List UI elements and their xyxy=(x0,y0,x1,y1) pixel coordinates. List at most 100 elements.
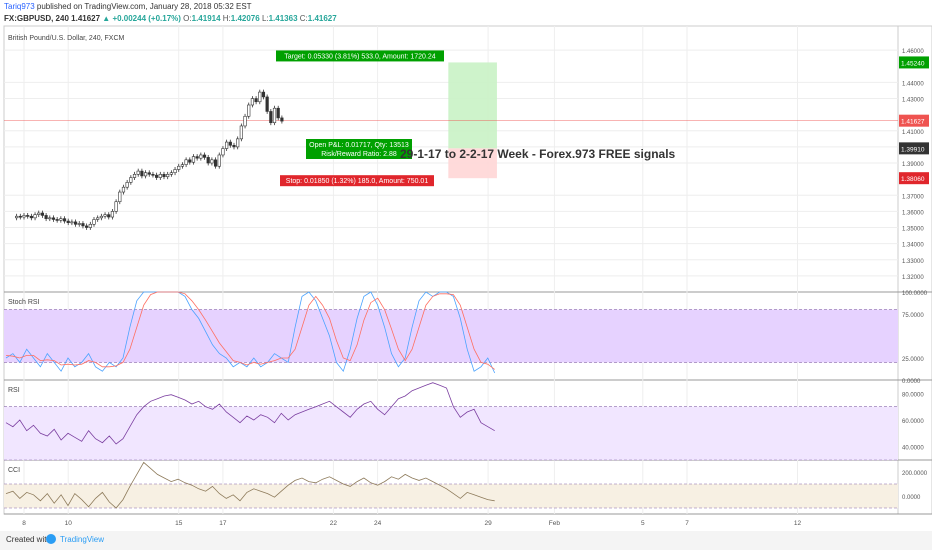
rsi-line xyxy=(5,382,495,445)
candle-body xyxy=(239,125,243,140)
candle-body xyxy=(118,191,122,203)
candle-body xyxy=(199,154,203,159)
candle-body xyxy=(184,159,188,165)
close-label: C: xyxy=(299,14,308,23)
date-tick-label: Feb xyxy=(549,520,561,527)
candle-body xyxy=(55,219,59,221)
publish-info: Tariq973 published on TradingView.com, J… xyxy=(4,2,252,11)
candle-body xyxy=(177,165,181,170)
author-link[interactable]: Tariq973 xyxy=(4,2,35,11)
candle-body xyxy=(51,217,56,220)
rsi-band xyxy=(4,406,898,460)
candle-body xyxy=(15,215,19,219)
signal-annotation: 29-1-17 to 2-2-17 Week - Forex.973 FREE … xyxy=(400,147,676,161)
candle-body xyxy=(110,211,115,218)
high-value: 1.42076 xyxy=(230,14,260,23)
date-tick-label: 5 xyxy=(641,520,645,527)
price-label: 1.45240 xyxy=(901,60,925,67)
candle-body xyxy=(202,154,207,158)
date-tick-label: 12 xyxy=(794,520,802,527)
candle-body xyxy=(114,201,118,212)
price-tick-label: 1.43000 xyxy=(902,98,924,104)
stop-zone xyxy=(448,148,497,179)
date-tick-label: 10 xyxy=(65,520,73,527)
stoch-k-line xyxy=(5,291,496,374)
stoch-rsi-title: Stoch RSI xyxy=(8,299,40,306)
price-tick-label: 1.32000 xyxy=(902,275,924,281)
candle-body xyxy=(158,174,162,178)
open-label: O: xyxy=(183,14,192,23)
candle-body xyxy=(247,104,251,117)
price-label: 1.41627 xyxy=(901,119,925,126)
candle-body xyxy=(129,177,133,183)
candle-body xyxy=(140,170,144,177)
candle-body xyxy=(147,172,151,175)
date-tick-label: 24 xyxy=(374,520,382,527)
candle-body xyxy=(225,141,229,149)
chart-title: British Pound/U.S. Dollar, 240, FXCM xyxy=(8,35,124,42)
price-tick-label: 1.33000 xyxy=(902,259,924,265)
price-label-bg xyxy=(899,172,929,185)
candle-body xyxy=(125,182,129,188)
candle-body xyxy=(136,170,140,175)
candle-body xyxy=(155,174,159,178)
tradingview-link[interactable]: TradingView xyxy=(60,535,105,544)
stop-label: Stop: 0.01850 (1.32%) 185.0, Amount: 750… xyxy=(286,178,429,185)
high-label: H: xyxy=(222,14,231,23)
candle-body xyxy=(33,214,37,219)
open-pnl-bg xyxy=(306,139,412,159)
tradingview-logo-icon[interactable] xyxy=(46,534,56,544)
candle-body xyxy=(26,215,30,217)
symbol-label[interactable]: FX:GBPUSD, 240 xyxy=(4,14,69,23)
candle-body xyxy=(132,174,137,178)
price-tick-label: 1.35000 xyxy=(902,227,924,233)
candle-body xyxy=(96,217,100,220)
stoch-rsi-tick-label: 100.0000 xyxy=(902,291,928,297)
candle-body xyxy=(40,212,45,216)
candle-body xyxy=(191,156,196,163)
price-label-bg xyxy=(899,142,929,155)
candle-body xyxy=(180,164,185,167)
candle-body xyxy=(280,117,284,122)
candle-body xyxy=(99,215,103,219)
candle-body xyxy=(121,186,126,193)
candle-body xyxy=(77,223,81,225)
candle-body xyxy=(173,169,177,174)
candle-body xyxy=(66,220,70,223)
candle-body xyxy=(243,115,247,127)
candle-body xyxy=(92,219,96,225)
cci-tick-label: 200.0000 xyxy=(902,471,928,477)
cci-line xyxy=(5,461,495,509)
created-with-text: Created with xyxy=(6,535,51,544)
candle-body xyxy=(195,156,199,159)
date-tick-label: 29 xyxy=(484,520,492,527)
footer: Created with TradingView xyxy=(0,531,932,550)
price-tick-label: 1.44000 xyxy=(902,81,924,87)
candle-body xyxy=(206,157,210,164)
low-value: 1.41363 xyxy=(268,14,298,23)
low-label: L: xyxy=(261,14,269,23)
close-value: 1.41627 xyxy=(307,14,337,23)
price-tick-label: 1.41000 xyxy=(902,130,924,136)
candle-body xyxy=(151,174,155,176)
price-label-bg xyxy=(899,114,929,127)
candle-body xyxy=(210,159,214,164)
candle-body xyxy=(85,225,89,228)
candle-body xyxy=(236,138,240,148)
candle-body xyxy=(143,172,148,177)
candle-body xyxy=(254,98,258,103)
stop-label-bg xyxy=(280,175,434,187)
date-tick-label: 17 xyxy=(219,520,227,527)
candle-body xyxy=(272,107,277,124)
candle-body xyxy=(103,214,107,217)
target-label-bg xyxy=(276,50,444,62)
price-axis-frame xyxy=(897,25,932,515)
price-tick-label: 1.39000 xyxy=(902,162,924,168)
candle-body xyxy=(37,212,41,215)
candle-body xyxy=(169,172,173,175)
candle-body xyxy=(22,215,26,218)
candle-body xyxy=(213,159,218,167)
candle-body xyxy=(162,174,166,178)
candle-body xyxy=(73,221,78,225)
